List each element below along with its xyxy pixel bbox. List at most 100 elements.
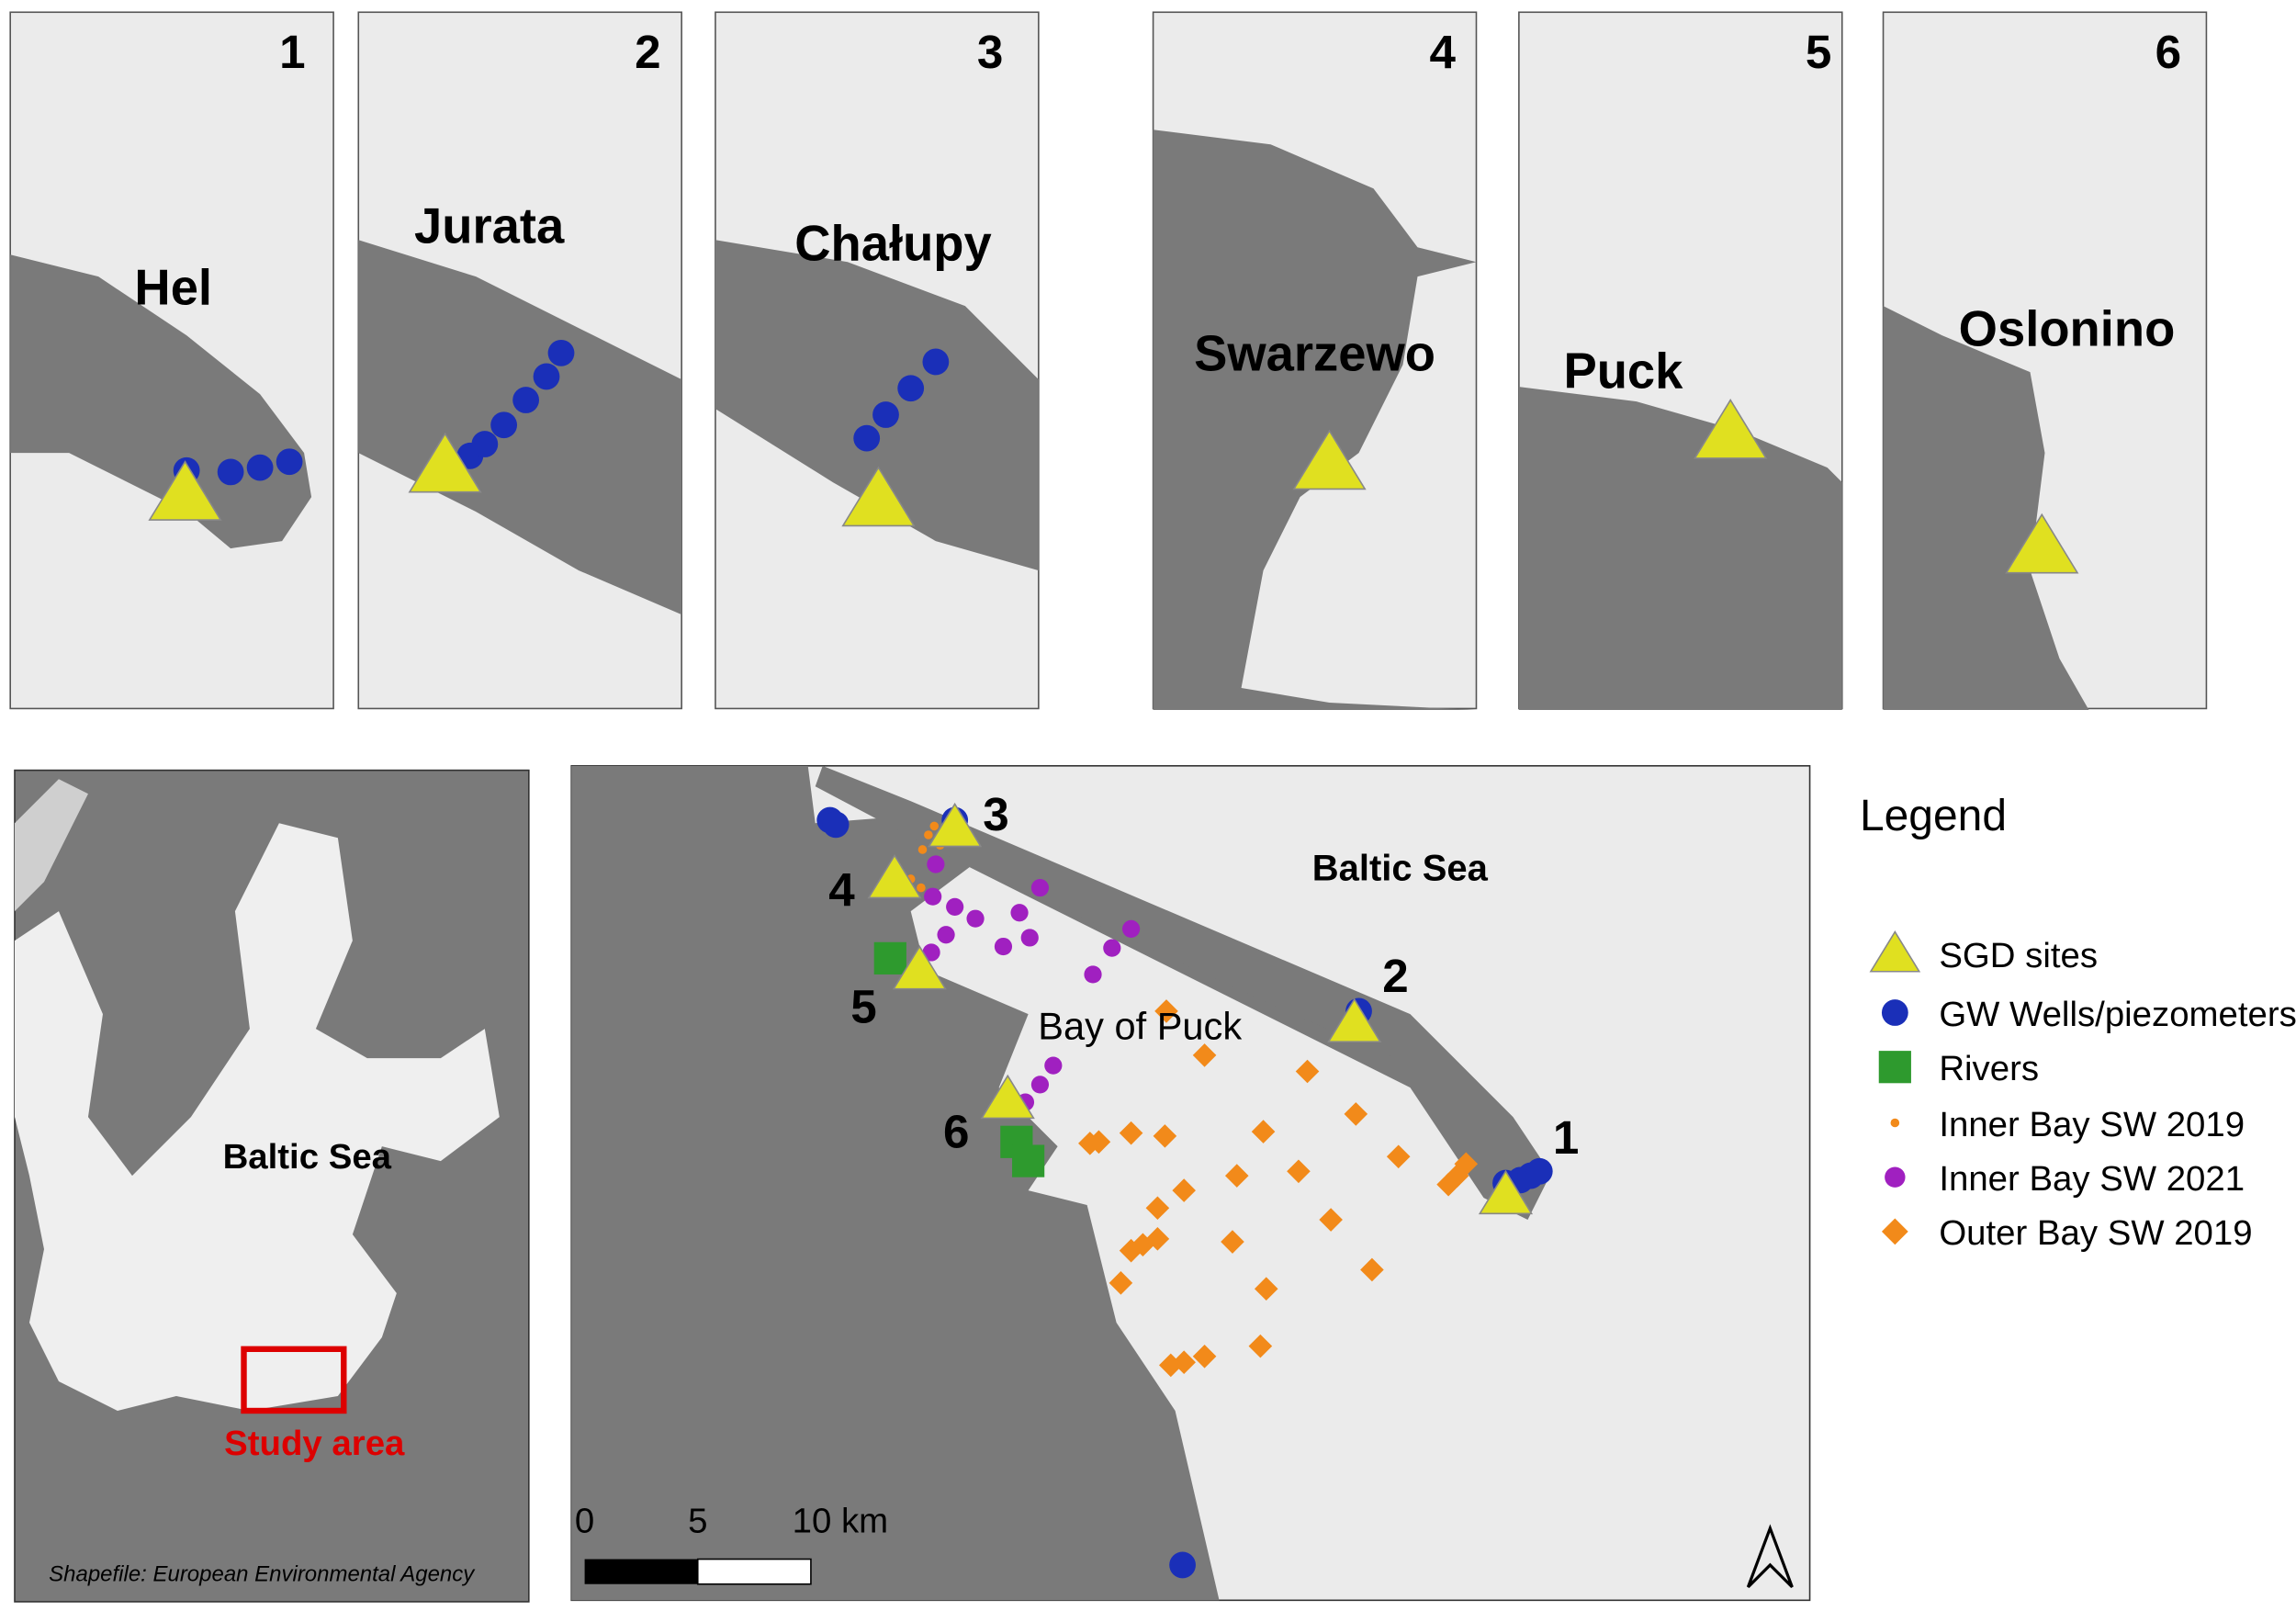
credit: Shapefile: European Environmental Agency xyxy=(49,1562,476,1587)
gw-well xyxy=(922,348,950,376)
gw-well xyxy=(471,431,499,457)
inner-bay-2021 xyxy=(946,897,964,916)
legend-label: Inner Bay SW 2021 xyxy=(1939,1159,2245,1199)
land-shape xyxy=(1518,387,1842,711)
sgd-site xyxy=(1292,429,1367,490)
inset-panel xyxy=(9,11,334,710)
sgd-site xyxy=(1327,997,1382,1042)
sgd-site xyxy=(1478,1169,1534,1215)
legend-label: Rivers xyxy=(1939,1049,2039,1088)
sgd-site xyxy=(2005,513,2079,574)
outer-bay-sample xyxy=(1119,1121,1143,1145)
gw-well xyxy=(217,458,244,486)
inner-bay-2019 xyxy=(917,845,928,854)
inner-bay-2019 xyxy=(929,821,940,831)
sgd-site xyxy=(928,802,983,848)
river xyxy=(873,941,906,974)
inset-label: Jurata xyxy=(414,197,565,253)
outer-bay-sample xyxy=(1119,1238,1143,1263)
gw-well xyxy=(853,424,881,452)
inner-bay-2021 xyxy=(1044,1056,1063,1075)
legend-label: Outer Bay SW 2019 xyxy=(1939,1213,2252,1253)
hel-peninsula xyxy=(815,765,1543,1177)
inner-bay-2021 xyxy=(1030,1076,1050,1094)
inset-panel xyxy=(1882,11,2208,711)
legend-label: GW Wells/piezometers xyxy=(1939,995,2296,1034)
outer-bay-sample xyxy=(1287,1159,1311,1184)
site-number: 4 xyxy=(828,863,855,916)
bay-label: Bay of Puck xyxy=(1038,1004,1242,1047)
inset-number: 6 xyxy=(2155,26,2181,78)
legend-label: SGD sites xyxy=(1939,936,2098,975)
inset-number: 1 xyxy=(279,26,305,78)
gw-well xyxy=(533,363,560,390)
outer-bay-sample xyxy=(1248,1334,1273,1358)
gw-well xyxy=(246,454,274,481)
outer-bay-sample xyxy=(1192,1043,1217,1067)
inset-markers xyxy=(841,348,950,527)
site-number: 3 xyxy=(983,788,1008,840)
baltic-sea-shape xyxy=(14,823,500,1411)
outer-bay-sample xyxy=(1172,1178,1196,1202)
inner-bay-2021 xyxy=(1122,919,1141,938)
inner-bay-2021 xyxy=(1103,939,1121,957)
inset-number: 2 xyxy=(635,26,660,78)
inset-panel xyxy=(1152,11,1478,711)
sgd-site xyxy=(408,432,482,493)
outer-bay-sample xyxy=(1386,1144,1411,1169)
inset-markers xyxy=(1694,399,1768,459)
inner-bay-2021 xyxy=(937,926,955,944)
scale-label: 0 xyxy=(575,1502,594,1541)
inner-bay-2021 xyxy=(922,943,940,962)
inset-label: Chałupy xyxy=(794,216,992,272)
inset-markers xyxy=(408,339,575,493)
inset-markers xyxy=(2005,513,2079,574)
scale-label: 10 km xyxy=(793,1502,889,1541)
legend-title: Legend xyxy=(1860,792,2007,840)
outer-bay-sample xyxy=(1295,1059,1320,1084)
inner-bay-2019 xyxy=(924,830,933,839)
scale-bar xyxy=(696,1558,812,1585)
inset-number: 5 xyxy=(1806,26,1831,78)
sgd-site xyxy=(841,466,916,527)
sgd-site xyxy=(892,945,947,990)
river xyxy=(1878,1051,1911,1084)
sgd-site xyxy=(980,1074,1035,1120)
gw-well xyxy=(822,811,850,839)
inner-bay-2021 xyxy=(1885,1166,1906,1188)
outer-bay-sample xyxy=(1109,1271,1133,1295)
sgd-site xyxy=(1869,930,1921,973)
outer-bay-sample xyxy=(1158,1353,1183,1378)
outer-bay-sample xyxy=(1251,1120,1276,1143)
scale-label: 5 xyxy=(688,1502,707,1541)
outer-bay-sample xyxy=(1254,1277,1278,1301)
land-shape xyxy=(14,779,88,912)
land-shape xyxy=(1883,306,2089,711)
outer-bay-sample xyxy=(1078,1132,1102,1155)
inset-label: Oslonino xyxy=(1959,300,2176,356)
inner-bay-2021 xyxy=(994,937,1013,956)
inner-bay-2021 xyxy=(1020,929,1039,947)
inset-panel xyxy=(1518,11,1843,711)
outer-bay-sample xyxy=(1436,1172,1460,1197)
sea-label: Baltic Sea xyxy=(1312,849,1489,889)
land-shape xyxy=(1153,130,1477,711)
outer-bay-sample xyxy=(1319,1208,1343,1232)
study-area-box xyxy=(241,1346,347,1414)
labels: Baltic Sea Study area Shapefile: European … xyxy=(49,788,2296,1586)
gw-well xyxy=(897,375,925,402)
inset-panel xyxy=(357,11,682,710)
land-shape xyxy=(571,765,1550,1601)
inset-markers xyxy=(148,448,303,521)
gw-well xyxy=(547,339,575,366)
study-area-label: Study area xyxy=(224,1424,405,1463)
outer-bay-sample xyxy=(1153,1124,1177,1148)
inner-bay-2021 xyxy=(1030,878,1050,897)
outer-bay-sample xyxy=(1881,1218,1908,1245)
outer-bay-sample xyxy=(1360,1257,1384,1282)
inner-bay-2021 xyxy=(924,887,942,906)
outer-bay-sample xyxy=(1192,1345,1217,1369)
gw-well xyxy=(1881,999,1908,1026)
